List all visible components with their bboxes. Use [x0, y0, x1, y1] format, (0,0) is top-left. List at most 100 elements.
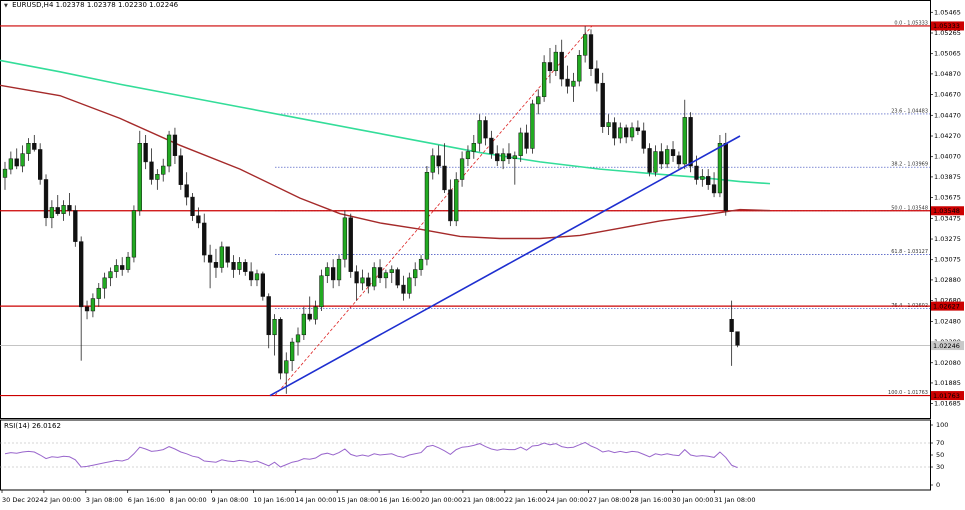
- candle-body: [559, 51, 564, 80]
- candle: [26, 138, 31, 161]
- price-axis-label: 1.04870: [934, 70, 961, 78]
- candle: [307, 296, 312, 322]
- fib-level-label: 61.8 - 1.03127: [891, 249, 928, 255]
- time-axis-label: 15 Jan 08:00: [337, 496, 378, 504]
- candle-body: [166, 134, 172, 167]
- candle-body: [571, 80, 576, 87]
- price-axis-label: 1.02080: [934, 359, 961, 367]
- dropdown-arrow-icon[interactable]: ▼: [4, 3, 8, 9]
- rsi-axis-label: 50: [936, 451, 944, 459]
- candle-body: [541, 62, 547, 97]
- time-axis-label: 24 Jan 00:00: [547, 496, 588, 504]
- candle-body: [348, 217, 353, 272]
- candle: [594, 60, 600, 92]
- price-axis-label: 1.03075: [934, 256, 961, 264]
- candle: [512, 151, 517, 185]
- candle: [500, 148, 506, 170]
- candle: [448, 179, 453, 227]
- candle-body: [530, 103, 535, 149]
- candle: [131, 205, 137, 263]
- candle: [120, 257, 125, 276]
- candle-body: [90, 298, 96, 312]
- candle-body: [14, 158, 19, 167]
- price-axis-label: 1.05265: [934, 29, 961, 37]
- candle: [711, 172, 717, 198]
- candle-body: [243, 262, 248, 272]
- candle: [588, 29, 594, 76]
- candle: [659, 143, 664, 170]
- candle: [43, 174, 49, 227]
- candle-body: [32, 143, 37, 150]
- price-box-top-label: 1.05333: [933, 22, 960, 30]
- time-axis-label: 21 Jan 08:00: [463, 496, 504, 504]
- candle: [248, 262, 254, 287]
- time-axis-label: 8 Jan 00:00: [170, 496, 207, 504]
- candle-body: [108, 271, 113, 279]
- candle: [331, 259, 336, 289]
- candle: [641, 122, 646, 154]
- candle-body: [114, 265, 119, 272]
- candle-body: [84, 306, 90, 312]
- candle-body: [26, 143, 31, 154]
- candle: [55, 195, 60, 216]
- candle-body: [624, 127, 629, 138]
- candle: [483, 116, 488, 146]
- time-axis-label: 20 Jan 00:00: [421, 496, 462, 504]
- candle: [166, 130, 172, 173]
- time-axis-label: 10 Jan 16:00: [253, 496, 294, 504]
- price-axis-label: 1.05065: [934, 50, 961, 58]
- rsi-header: RSI(14) 26.0162: [4, 422, 61, 430]
- candle: [700, 169, 705, 187]
- candle-body: [155, 174, 160, 180]
- candle-body: [96, 287, 101, 299]
- candle: [372, 262, 377, 291]
- candle: [96, 283, 101, 307]
- candle-body: [588, 34, 594, 69]
- candle: [108, 267, 113, 287]
- candle-body: [178, 155, 183, 185]
- candle-body: [254, 273, 260, 281]
- candle: [155, 169, 160, 190]
- candle: [442, 143, 447, 193]
- candle-body: [260, 273, 265, 297]
- candle-body: [430, 155, 435, 173]
- trendline[interactable]: [269, 135, 741, 397]
- price-box-bottom-label: 1.01763: [933, 392, 960, 400]
- candle-body: [55, 207, 60, 214]
- candle: [61, 200, 66, 221]
- candle-body: [284, 360, 289, 374]
- moving-average-green-line: [0, 59, 771, 185]
- rsi-line: [4, 441, 738, 469]
- candle-body: [354, 271, 359, 284]
- candle: [266, 293, 271, 349]
- time-axis-label: 27 Jan 08:00: [589, 496, 630, 504]
- time-axis-label: 30 Dec 2024: [2, 496, 44, 504]
- candle: [547, 48, 553, 84]
- candle: [735, 331, 740, 348]
- candle: [149, 148, 154, 185]
- candle-body: [442, 165, 447, 191]
- candle-body: [61, 205, 66, 214]
- candle: [161, 158, 166, 182]
- candle: [219, 241, 224, 273]
- time-axis-label: 14 Jan 00:00: [295, 496, 336, 504]
- candle-body: [172, 134, 178, 156]
- candle-body: [272, 319, 277, 336]
- candle-body: [700, 176, 705, 180]
- candle: [424, 166, 430, 266]
- candle-body: [723, 143, 728, 211]
- candle: [430, 148, 435, 180]
- candle-body: [407, 277, 412, 294]
- candle-body: [706, 176, 711, 185]
- candle: [254, 269, 260, 287]
- price-axis-label: 1.03875: [934, 173, 961, 181]
- candle: [207, 244, 213, 289]
- candle: [606, 114, 611, 135]
- candle-body: [49, 207, 55, 219]
- candle: [231, 255, 236, 278]
- candle: [278, 317, 283, 380]
- price-axis-label: 1.05465: [934, 8, 961, 16]
- candle: [49, 200, 55, 229]
- price-axis-label: 1.02480: [934, 317, 961, 325]
